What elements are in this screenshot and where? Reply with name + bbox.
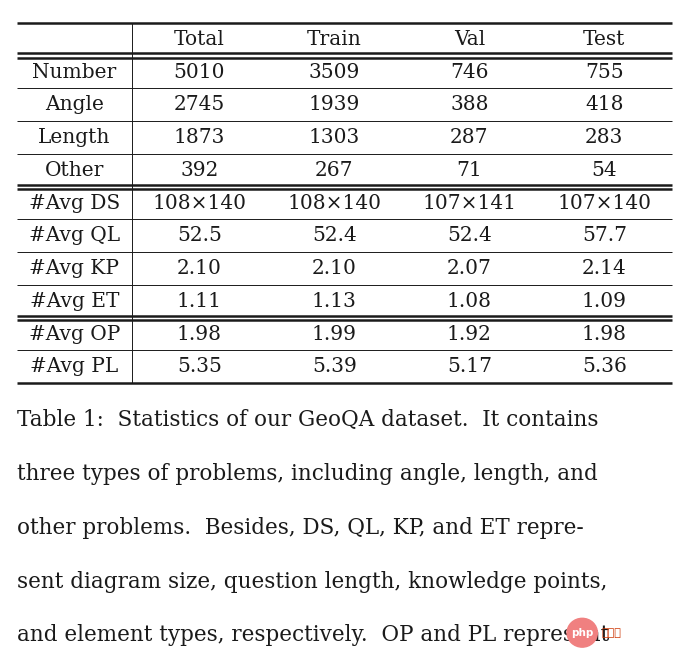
Text: 1.13: 1.13 <box>312 291 357 311</box>
Text: 1873: 1873 <box>174 128 225 147</box>
Text: 388: 388 <box>450 95 489 115</box>
Text: Total: Total <box>174 29 225 49</box>
Text: 5.17: 5.17 <box>446 357 492 377</box>
Text: Length: Length <box>39 128 111 147</box>
Text: 1939: 1939 <box>309 95 360 115</box>
Text: #Avg QL: #Avg QL <box>29 226 120 246</box>
Text: 52.4: 52.4 <box>312 226 357 246</box>
Text: Val: Val <box>453 29 485 49</box>
Text: 107×140: 107×140 <box>557 193 651 213</box>
Text: 1303: 1303 <box>309 128 360 147</box>
Text: three types of problems, including angle, length, and: three types of problems, including angle… <box>17 463 598 485</box>
Text: 1.92: 1.92 <box>447 324 492 344</box>
Text: sent diagram size, question length, knowledge points,: sent diagram size, question length, know… <box>17 571 608 593</box>
Text: 1.99: 1.99 <box>311 324 357 344</box>
Text: 1.98: 1.98 <box>582 324 627 344</box>
Text: 755: 755 <box>585 62 624 82</box>
Text: 2.10: 2.10 <box>312 259 357 278</box>
Text: 54: 54 <box>591 160 617 180</box>
Text: #Avg ET: #Avg ET <box>30 291 119 311</box>
Text: 5010: 5010 <box>174 62 225 82</box>
Text: 5.35: 5.35 <box>177 357 222 377</box>
Text: Other: Other <box>45 160 104 180</box>
Text: 392: 392 <box>180 160 218 180</box>
Text: 5.39: 5.39 <box>312 357 357 377</box>
Text: Test: Test <box>583 29 626 49</box>
Text: 107×141: 107×141 <box>422 193 516 213</box>
Text: #Avg DS: #Avg DS <box>29 193 120 213</box>
Text: 2.07: 2.07 <box>447 259 492 278</box>
Text: 2.14: 2.14 <box>582 259 627 278</box>
Text: php: php <box>571 627 593 638</box>
Text: 1.98: 1.98 <box>177 324 222 344</box>
Text: 287: 287 <box>450 128 489 147</box>
Text: 52.4: 52.4 <box>447 226 492 246</box>
Text: 418: 418 <box>585 95 624 115</box>
Text: 5.36: 5.36 <box>582 357 627 377</box>
Text: 1.11: 1.11 <box>177 291 222 311</box>
Text: 1.09: 1.09 <box>582 291 627 311</box>
Text: 52.5: 52.5 <box>177 226 222 246</box>
Text: 746: 746 <box>450 62 489 82</box>
Circle shape <box>567 618 597 647</box>
Text: Angle: Angle <box>45 95 104 115</box>
Text: #Avg PL: #Avg PL <box>30 357 119 377</box>
Text: 283: 283 <box>585 128 624 147</box>
Text: 1.08: 1.08 <box>446 291 492 311</box>
Text: 267: 267 <box>315 160 353 180</box>
Text: Number: Number <box>32 62 116 82</box>
Text: 71: 71 <box>456 160 482 180</box>
Text: #Avg OP: #Avg OP <box>29 324 120 344</box>
Text: 57.7: 57.7 <box>582 226 627 246</box>
Text: and element types, respectively.  OP and PL represent: and element types, respectively. OP and … <box>17 624 610 646</box>
Text: Train: Train <box>307 29 362 49</box>
Text: 3509: 3509 <box>309 62 360 82</box>
Text: #Avg KP: #Avg KP <box>30 259 119 278</box>
Text: other problems.  Besides, DS, QL, KP, and ET repre-: other problems. Besides, DS, QL, KP, and… <box>17 517 584 539</box>
Text: 108×140: 108×140 <box>152 193 246 213</box>
Text: 中文网: 中文网 <box>601 627 621 638</box>
Text: 2745: 2745 <box>174 95 225 115</box>
Text: 2.10: 2.10 <box>177 259 222 278</box>
Text: 108×140: 108×140 <box>287 193 381 213</box>
Text: Table 1:  Statistics of our GeoQA dataset.  It contains: Table 1: Statistics of our GeoQA dataset… <box>17 409 599 432</box>
